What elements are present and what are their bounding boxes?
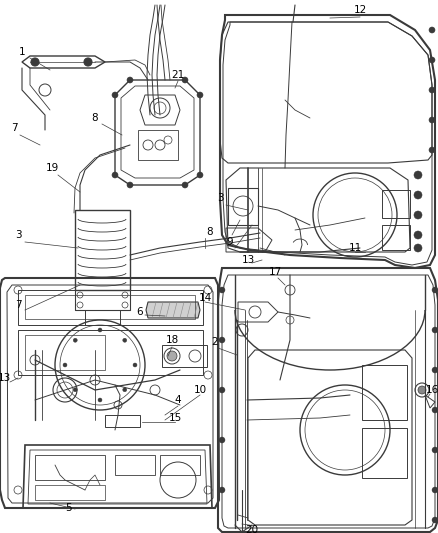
Text: 18: 18 [166, 335, 179, 345]
Text: 5: 5 [65, 503, 71, 513]
Text: 8: 8 [207, 227, 213, 237]
Text: 8: 8 [92, 113, 98, 123]
Bar [382, 190, 410, 218]
Circle shape [112, 172, 118, 178]
Circle shape [182, 77, 188, 83]
Text: 13: 13 [241, 255, 254, 265]
Circle shape [429, 27, 435, 33]
Circle shape [414, 211, 422, 219]
Text: 15: 15 [168, 413, 182, 423]
Text: 7: 7 [11, 123, 18, 133]
Text: 7: 7 [15, 300, 21, 310]
Circle shape [219, 437, 225, 443]
Circle shape [123, 387, 127, 392]
Bar [362, 365, 407, 420]
Text: 9: 9 [227, 237, 233, 247]
Polygon shape [146, 302, 200, 318]
Circle shape [414, 231, 422, 239]
Bar [115, 455, 155, 475]
Circle shape [31, 58, 39, 66]
Circle shape [219, 337, 225, 343]
Circle shape [432, 487, 438, 493]
Bar [18, 330, 203, 375]
Bar [138, 130, 178, 160]
Bar [382, 225, 410, 250]
Circle shape [432, 327, 438, 333]
Text: 1: 1 [19, 47, 25, 57]
Bar [160, 455, 200, 475]
Text: 10: 10 [194, 385, 207, 395]
Text: 19: 19 [46, 163, 59, 173]
Bar [25, 295, 195, 319]
Circle shape [112, 92, 118, 98]
Circle shape [414, 191, 422, 199]
Circle shape [73, 387, 77, 392]
Circle shape [197, 92, 203, 98]
Circle shape [167, 351, 177, 361]
Circle shape [414, 171, 422, 179]
Text: 12: 12 [353, 5, 367, 15]
Text: 20: 20 [245, 525, 258, 533]
Circle shape [418, 386, 426, 394]
Circle shape [98, 398, 102, 402]
Circle shape [432, 407, 438, 413]
Bar [35, 455, 105, 480]
Text: 2: 2 [212, 337, 218, 347]
Circle shape [414, 244, 422, 252]
Text: 21: 21 [171, 70, 185, 80]
Text: 17: 17 [268, 267, 282, 277]
Circle shape [127, 77, 133, 83]
Bar [362, 428, 407, 478]
Bar [18, 290, 203, 325]
Circle shape [219, 387, 225, 393]
Text: 4: 4 [175, 395, 181, 405]
Text: 3: 3 [15, 230, 21, 240]
Circle shape [432, 447, 438, 453]
Circle shape [429, 57, 435, 63]
Text: 11: 11 [348, 243, 362, 253]
Bar [25, 335, 105, 370]
Circle shape [73, 338, 77, 342]
Circle shape [98, 328, 102, 332]
Text: 14: 14 [198, 293, 212, 303]
Circle shape [133, 363, 137, 367]
Bar [162, 345, 207, 367]
Circle shape [219, 487, 225, 493]
Circle shape [432, 367, 438, 373]
Circle shape [84, 58, 92, 66]
Circle shape [429, 87, 435, 93]
Circle shape [432, 517, 438, 523]
Circle shape [182, 182, 188, 188]
Bar [105, 415, 140, 427]
Circle shape [197, 172, 203, 178]
Text: 13: 13 [0, 373, 11, 383]
Circle shape [429, 147, 435, 153]
Bar [35, 485, 105, 500]
Circle shape [429, 117, 435, 123]
Circle shape [432, 287, 438, 293]
Text: 6: 6 [137, 307, 143, 317]
Text: 16: 16 [425, 385, 438, 395]
Circle shape [127, 182, 133, 188]
Circle shape [219, 287, 225, 293]
Circle shape [123, 338, 127, 342]
Circle shape [63, 363, 67, 367]
Text: 3: 3 [217, 193, 223, 203]
